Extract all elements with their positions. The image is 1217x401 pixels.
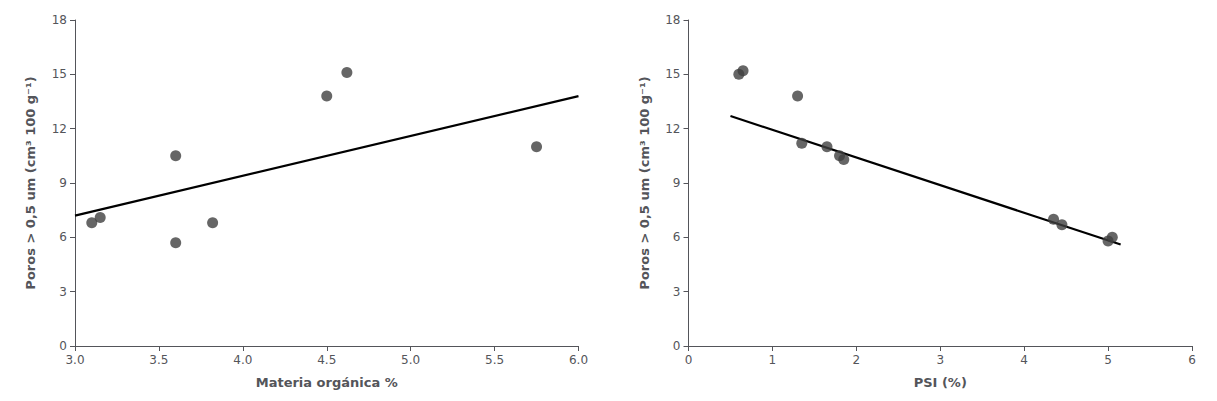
svg-text:3: 3	[936, 353, 944, 367]
svg-text:5: 5	[1104, 353, 1112, 367]
svg-text:Poros > 0,5 um (cm³ 100 g⁻¹): Poros > 0,5 um (cm³ 100 g⁻¹)	[637, 76, 652, 289]
svg-text:Materia orgánica %: Materia orgánica %	[256, 375, 398, 390]
svg-text:1: 1	[769, 353, 777, 367]
svg-text:6.0: 6.0	[569, 353, 588, 367]
svg-text:15: 15	[665, 67, 680, 81]
svg-text:12: 12	[52, 122, 67, 136]
svg-text:Poros > 0,5 um (cm³ 100 g⁻¹): Poros > 0,5 um (cm³ 100 g⁻¹)	[23, 76, 38, 289]
svg-text:4.0: 4.0	[233, 353, 252, 367]
svg-text:2: 2	[853, 353, 861, 367]
svg-text:9: 9	[59, 176, 67, 190]
svg-text:18: 18	[665, 13, 680, 27]
svg-text:12: 12	[665, 122, 680, 136]
svg-text:6: 6	[673, 230, 681, 244]
svg-text:0: 0	[685, 353, 693, 367]
svg-text:0: 0	[59, 339, 67, 353]
svg-text:3.0: 3.0	[65, 353, 84, 367]
svg-text:4: 4	[1020, 353, 1028, 367]
svg-text:3: 3	[59, 285, 67, 299]
svg-text:3.5: 3.5	[149, 353, 168, 367]
svg-text:6: 6	[1188, 353, 1196, 367]
svg-text:18: 18	[52, 13, 67, 27]
svg-text:PSI (%): PSI (%)	[914, 375, 967, 390]
svg-text:5.5: 5.5	[485, 353, 504, 367]
svg-text:0: 0	[673, 339, 681, 353]
svg-text:9: 9	[673, 176, 681, 190]
svg-text:3: 3	[673, 285, 681, 299]
svg-text:4.5: 4.5	[317, 353, 336, 367]
svg-text:6: 6	[59, 230, 67, 244]
svg-text:5.0: 5.0	[401, 353, 420, 367]
svg-text:15: 15	[52, 67, 67, 81]
